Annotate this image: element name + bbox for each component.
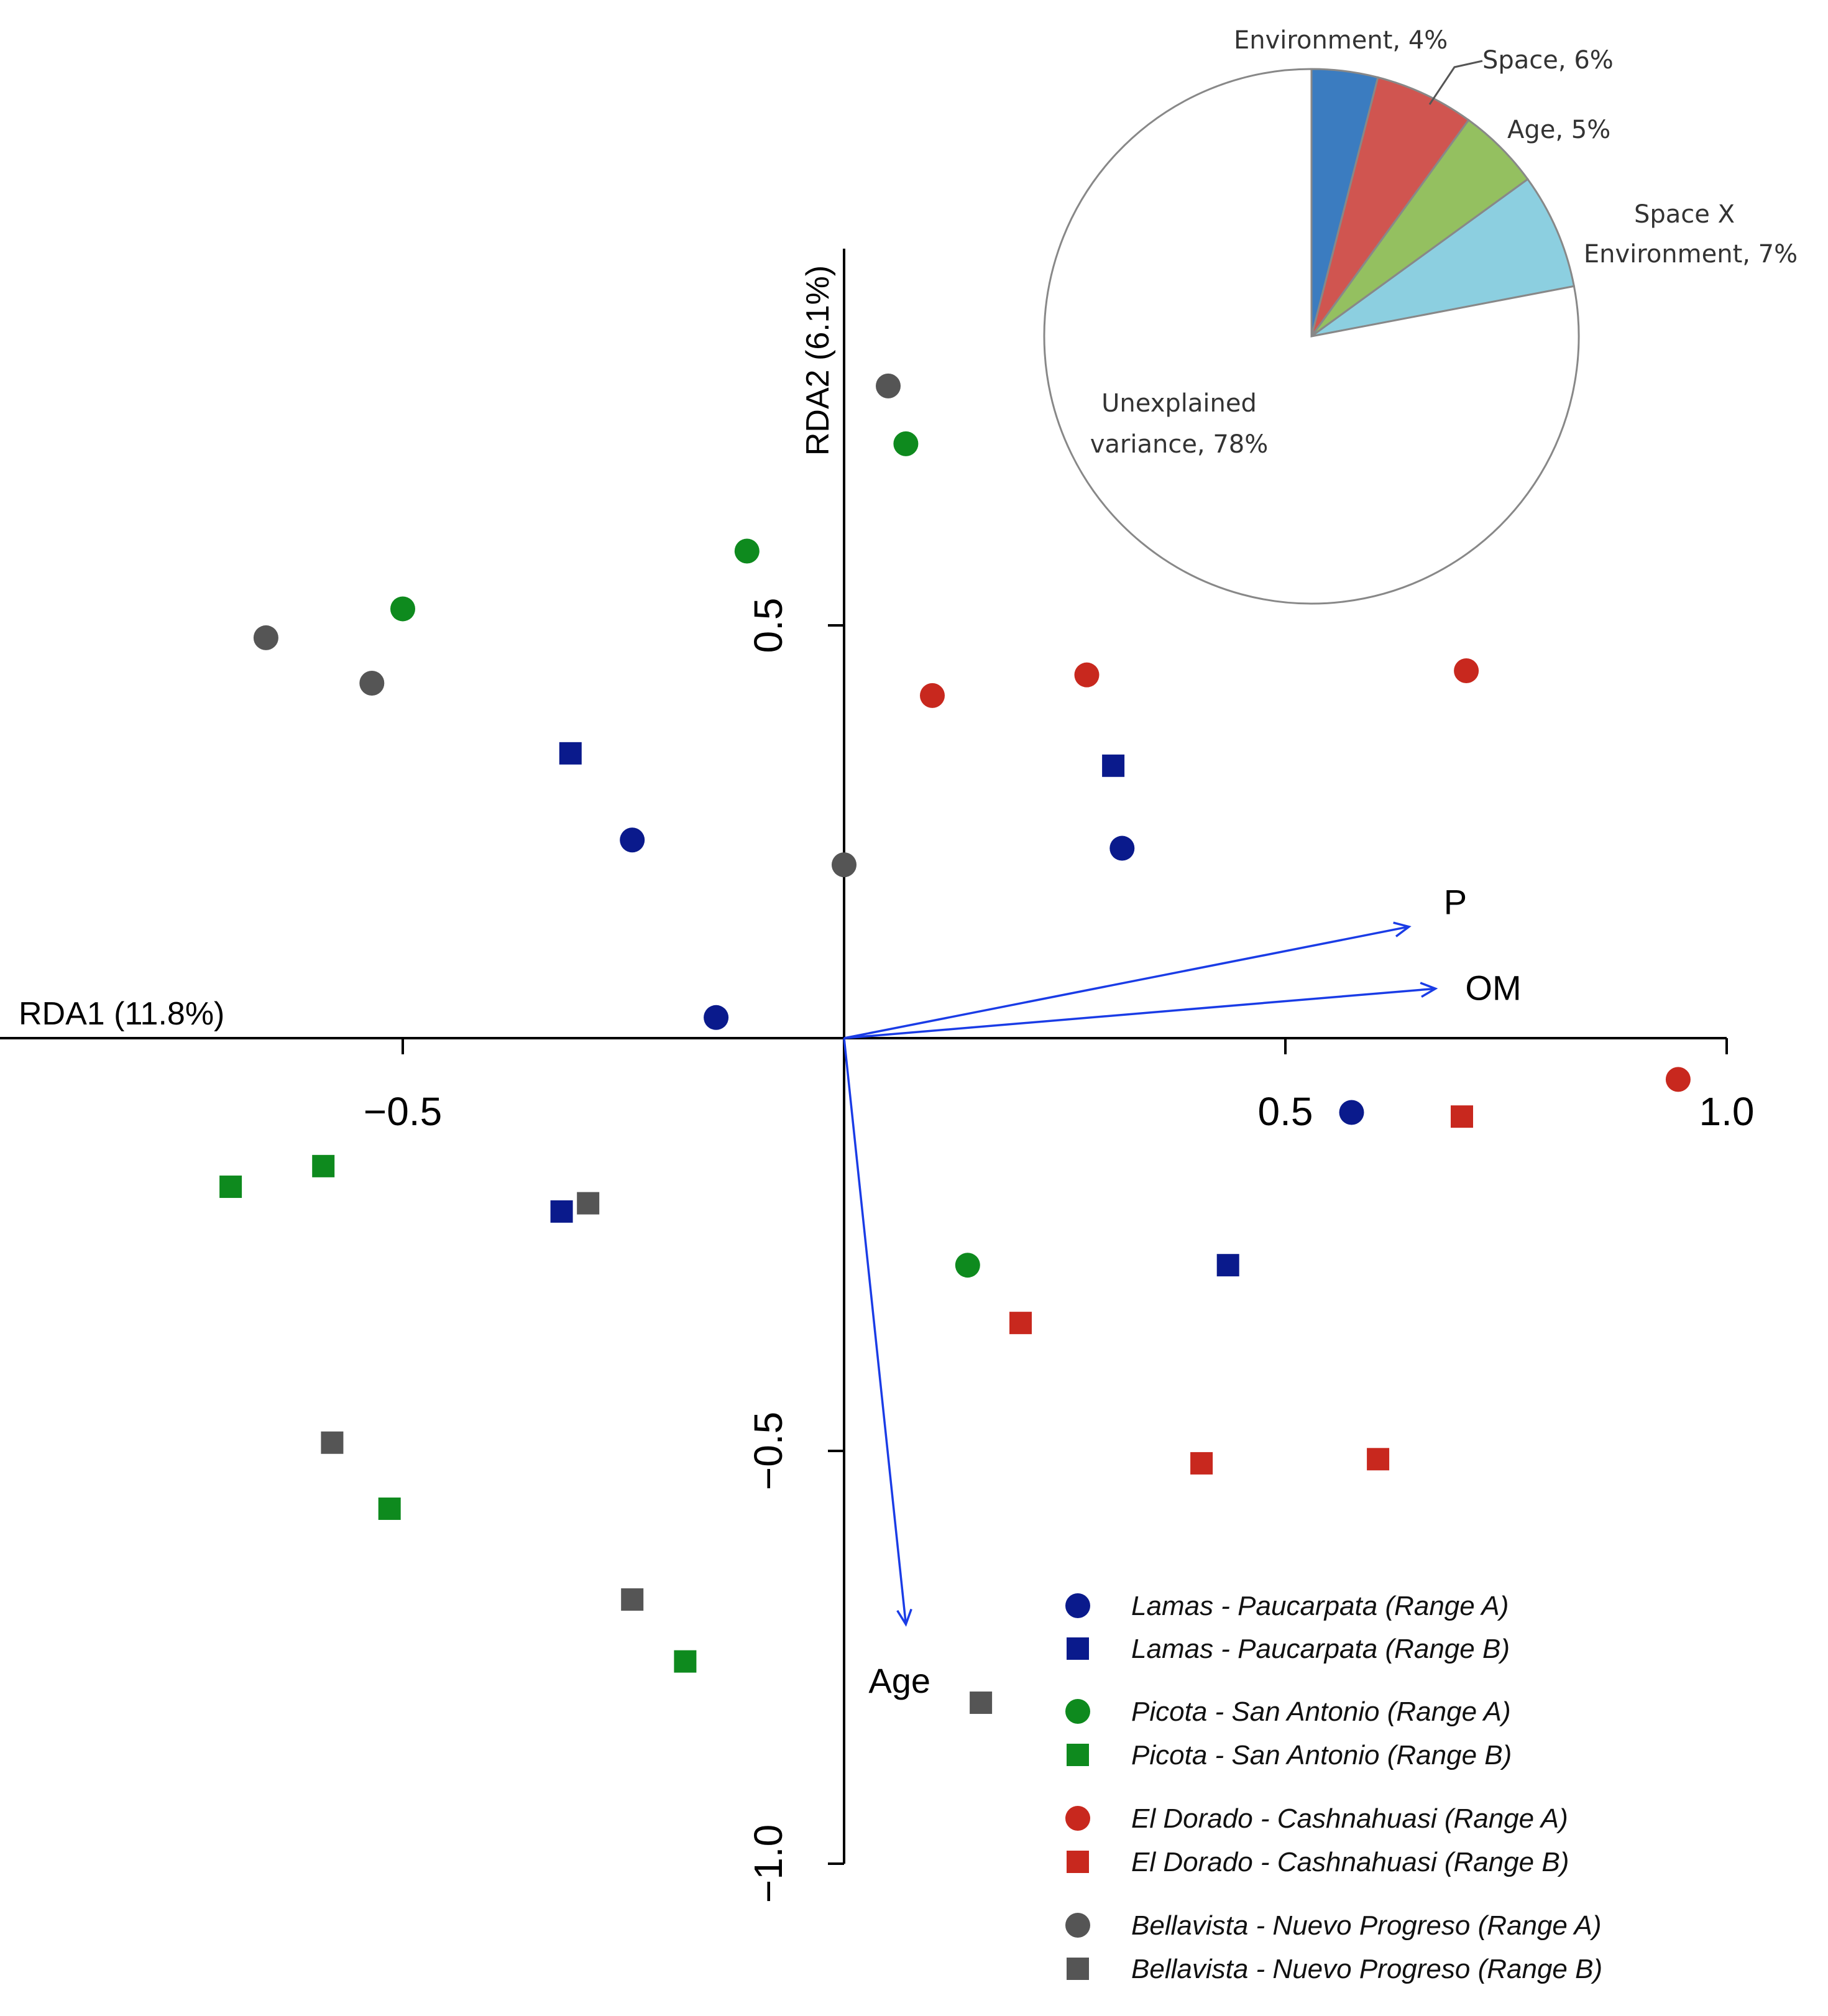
legend-marker-square	[1067, 1958, 1089, 1980]
point-series-3-circle	[734, 538, 760, 564]
legend-marker-square	[1067, 1637, 1089, 1660]
point-series-5-circle	[1454, 658, 1479, 684]
pie-slice-4	[1311, 178, 1576, 338]
pie-slice-5	[1043, 68, 1580, 605]
pie-slice-2	[1310, 76, 1470, 337]
y-tick-label: −1.0	[746, 1825, 791, 1903]
legend-label: Picota - San Antonio (Range A)	[1131, 1696, 1511, 1727]
pie-label-5: variance, 78%	[1090, 430, 1269, 459]
x-tick-label: 1.0	[1699, 1089, 1755, 1134]
legend-label: Bellavista - Nuevo Progreso (Range B)	[1131, 1954, 1602, 1984]
point-series-2-square	[559, 742, 582, 765]
legend-marker-square	[1067, 1744, 1089, 1766]
point-series-6-square	[1367, 1448, 1390, 1471]
vector-age-label: Age	[868, 1661, 930, 1700]
y-axis-title: RDA2 (6.1%)	[800, 265, 836, 456]
scatter-points	[219, 373, 1691, 1715]
vector-p-label: P	[1444, 883, 1467, 922]
vector-om-arrow	[843, 987, 1436, 1039]
point-series-6-square	[1451, 1105, 1473, 1128]
point-series-1-circle	[1109, 835, 1135, 861]
point-series-2-square	[550, 1200, 573, 1223]
pie-label-1: Environment, 4%	[1234, 26, 1448, 55]
point-series-3-circle	[893, 431, 919, 456]
point-series-7-circle	[876, 373, 901, 398]
point-series-4-square	[378, 1497, 401, 1520]
vector-age-arrow	[843, 1038, 907, 1625]
point-series-8-square	[621, 1588, 644, 1611]
pie-label-3: Age, 5%	[1507, 116, 1610, 144]
pie-label-4: Environment, 7%	[1584, 240, 1798, 269]
axes: −0.5 0.5 1.0 0.5 −0.5 −1.0 RDA1 (11.8%) RDA2…	[0, 249, 1754, 1903]
point-series-5-circle	[1074, 662, 1100, 688]
vector-arrowhead	[896, 1608, 912, 1627]
point-series-4-square	[674, 1650, 697, 1673]
legend-marker-circle	[1065, 1699, 1090, 1724]
legend-label: El Dorado - Cashnahuasi (Range A)	[1131, 1803, 1568, 1834]
legend-label: El Dorado - Cashnahuasi (Range B)	[1131, 1847, 1569, 1877]
point-series-8-square	[577, 1192, 600, 1215]
legend-marker-square	[1067, 1851, 1089, 1873]
vector-arrowhead	[1420, 982, 1438, 998]
point-series-6-square	[1009, 1312, 1032, 1335]
point-series-1-circle	[704, 1005, 729, 1030]
point-series-6-square	[1190, 1452, 1213, 1475]
y-tick-label: −0.5	[746, 1412, 791, 1490]
point-series-5-circle	[920, 683, 945, 708]
vector-p-arrow	[843, 926, 1410, 1039]
y-tick-label: 0.5	[746, 598, 791, 653]
point-series-3-circle	[390, 596, 415, 622]
vector-om-label: OM	[1465, 968, 1521, 1007]
point-series-7-circle	[253, 625, 278, 650]
legend-marker-circle	[1065, 1593, 1090, 1618]
variance-partition-pie: Environment, 4% Space, 6% Age, 5% Space X En…	[1043, 26, 1798, 605]
x-tick-label: −0.5	[364, 1089, 442, 1134]
point-series-7-circle	[832, 852, 857, 878]
point-series-4-square	[219, 1176, 242, 1199]
legend: Lamas - Paucarpata (Range A) Lamas - Pauc…	[1065, 1591, 1602, 1984]
point-series-2-square	[1102, 754, 1125, 777]
point-series-8-square	[970, 1692, 993, 1715]
y-axis-ticks: 0.5 −0.5 −1.0	[746, 598, 844, 1903]
legend-marker-circle	[1065, 1806, 1090, 1831]
x-tick-label: 0.5	[1258, 1089, 1313, 1134]
x-axis-ticks: −0.5 0.5 1.0	[364, 1038, 1755, 1134]
legend-label: Picota - San Antonio (Range B)	[1131, 1740, 1512, 1770]
legend-label: Bellavista - Nuevo Progreso (Range A)	[1131, 1910, 1602, 1941]
point-series-5-circle	[1665, 1067, 1691, 1092]
x-axis-title: RDA1 (11.8%)	[19, 996, 224, 1032]
pie-label-4: Space X	[1634, 200, 1735, 229]
point-series-3-circle	[955, 1253, 980, 1278]
legend-label: Lamas - Paucarpata (Range A)	[1131, 1591, 1509, 1621]
biplot-vectors: P OM Age	[843, 883, 1522, 1700]
pie-label-5: Unexplained	[1101, 389, 1257, 418]
pie-leader-line	[1428, 60, 1483, 105]
legend-label: Lamas - Paucarpata (Range B)	[1131, 1634, 1510, 1664]
point-series-4-square	[312, 1154, 335, 1177]
point-series-1-circle	[620, 827, 645, 853]
point-series-2-square	[1216, 1254, 1239, 1277]
vector-arrowhead	[1393, 921, 1412, 937]
point-series-7-circle	[359, 670, 385, 696]
pie-label-2: Space, 6%	[1482, 46, 1614, 75]
point-series-8-square	[321, 1431, 344, 1454]
point-series-1-circle	[1339, 1100, 1364, 1125]
legend-marker-circle	[1065, 1913, 1090, 1938]
